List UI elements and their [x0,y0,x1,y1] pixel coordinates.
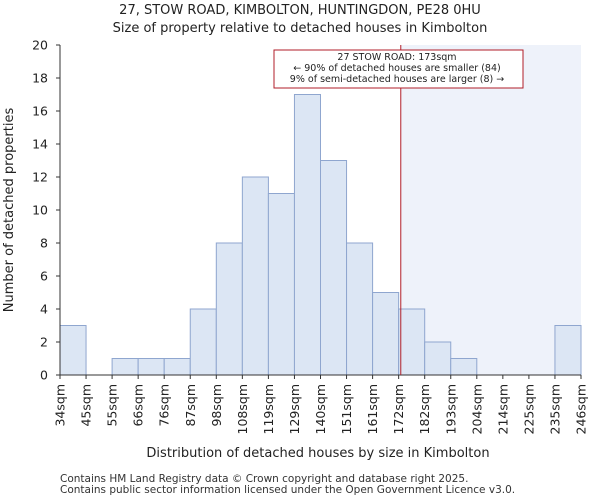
x-axis-label: Distribution of detached houses by size … [146,446,489,461]
x-tick-label: 235sqm [547,384,562,434]
y-tick-label: 14 [32,137,48,152]
bar-129sqm [293,94,322,376]
x-tick-label: 172sqm [391,384,406,434]
x-tick-label: 55sqm [105,384,120,427]
bar-119sqm [267,193,295,376]
y-tick-label: 12 [32,170,48,185]
x-tick-label: 76sqm [157,384,172,427]
annotation-box [273,49,524,89]
y-tick-label: 6 [40,269,48,284]
chart-title: 27, STOW ROAD, KIMBOLTON, HUNTINGDON, PE… [119,3,481,18]
x-tick-label: 246sqm [574,384,589,434]
footer-line-2: Contains public sector information licen… [60,484,516,496]
bar-161sqm [372,292,400,376]
y-tick-label: 4 [40,302,48,317]
x-tick-label: 204sqm [469,384,484,434]
bars-group [59,94,582,376]
x-tick-label: 151sqm [339,384,354,434]
annotation-line-3: 9% of semi-detached houses are larger (8… [290,74,504,85]
bar-87sqm [189,308,217,376]
footer-line-1: Contains HM Land Registry data © Crown c… [60,473,469,485]
x-tick-label: 193sqm [443,384,458,434]
y-tick-label: 2 [40,335,48,350]
bar-235sqm [554,325,582,376]
x-tick-label: 225sqm [521,384,536,434]
bar-151sqm [346,242,374,376]
y-tick-label: 16 [32,104,48,119]
bar-193sqm [450,358,478,376]
bar-55sqm [111,358,139,376]
y-tick-label: 20 [32,38,48,53]
y-tick-label: 18 [32,71,48,86]
x-tick-label: 98sqm [209,384,224,427]
x-ticks-group: 34sqm 45sqm 55sqm 66sqm 76sqm 87sqm 98sqm 108sq… [53,375,589,434]
bar-182sqm [424,341,452,376]
annotation-line-2: ← 90% of detached houses are smaller (84… [293,63,500,74]
x-tick-label: 87sqm [183,384,198,427]
x-tick-label: 34sqm [53,384,68,427]
y-tick-label: 0 [40,368,48,383]
bar-108sqm [241,176,269,376]
x-tick-label: 129sqm [287,384,302,434]
bar-66sqm [137,358,165,376]
x-tick-label: 45sqm [79,384,94,427]
x-tick-label: 214sqm [495,384,510,434]
bar-140sqm [320,160,348,376]
annotation-line-1: 27 STOW ROAD: 173sqm [337,52,456,63]
bar-98sqm [215,242,243,376]
x-tick-label: 66sqm [131,384,146,427]
y-ticks-group: 0 2 4 6 8 10 12 14 16 18 20 [32,38,60,383]
highlight-region [400,45,581,375]
y-tick-label: 10 [32,203,48,218]
x-tick-label: 161sqm [365,384,380,434]
chart-subtitle: Size of property relative to detached ho… [113,21,488,36]
x-tick-label: 140sqm [313,384,328,434]
bar-172sqm [398,308,426,376]
y-tick-label: 8 [40,236,48,251]
x-tick-label: 182sqm [417,384,432,434]
bar-34sqm [59,325,87,376]
x-tick-label: 108sqm [235,384,250,434]
x-tick-label: 119sqm [261,384,276,434]
y-axis-label: Number of detached properties [2,108,17,313]
bar-76sqm [163,358,191,376]
